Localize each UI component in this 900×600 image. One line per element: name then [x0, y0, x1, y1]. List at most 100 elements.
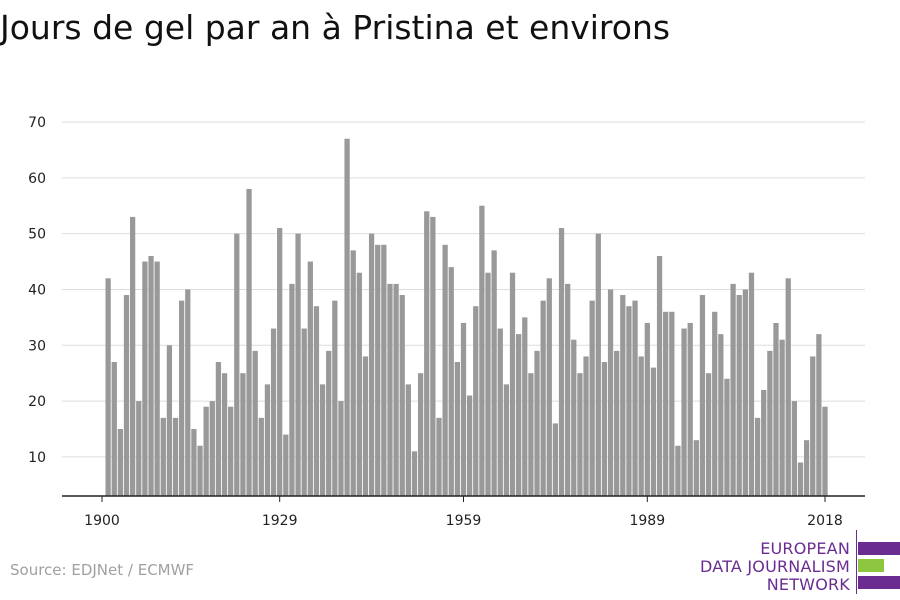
- bar: [705, 373, 712, 496]
- x-tick-label: 1929: [262, 513, 298, 529]
- bar: [460, 322, 467, 496]
- bar: [454, 362, 461, 496]
- bar: [516, 334, 522, 496]
- bar: [761, 389, 767, 496]
- bar: [172, 417, 179, 496]
- bar: [712, 311, 718, 496]
- bar: [693, 440, 699, 496]
- logo-bar-green: [858, 559, 884, 572]
- bar: [252, 350, 258, 496]
- logo-bar-purple-top: [858, 542, 900, 555]
- bar: [424, 211, 430, 496]
- bar: [436, 417, 442, 496]
- bar: [595, 233, 601, 496]
- source-note: Source: EDJNet / ECMWF: [10, 561, 195, 579]
- bar: [405, 384, 411, 496]
- bar: [509, 272, 516, 496]
- bar: [669, 311, 675, 496]
- bar: [448, 267, 454, 496]
- bar: [179, 300, 185, 496]
- logo-text-line2: DATA JOURNALISM: [700, 557, 850, 576]
- bar: [822, 406, 828, 496]
- bar: [522, 317, 528, 496]
- bar: [417, 373, 424, 496]
- bar: [810, 356, 816, 496]
- bar: [736, 295, 742, 496]
- logo-text-line3: NETWORK: [766, 575, 850, 594]
- bar: [399, 295, 405, 496]
- bar: [234, 233, 240, 496]
- bar: [203, 406, 209, 496]
- bar: [350, 250, 356, 496]
- bar: [313, 306, 320, 496]
- bar: [601, 362, 608, 496]
- bar: [160, 417, 166, 496]
- bar: [663, 311, 669, 496]
- x-tick-label: 2018: [807, 513, 843, 529]
- bar: [816, 334, 822, 496]
- bars: [105, 138, 828, 497]
- bar: [656, 255, 663, 496]
- bar: [681, 328, 687, 496]
- bar: [552, 423, 559, 496]
- bar: [614, 350, 620, 496]
- bar: [301, 328, 307, 496]
- bar: [577, 373, 583, 496]
- y-axis: 10 20 30 40 50 60 70: [28, 115, 46, 466]
- x-tick-label: 1959: [446, 513, 482, 529]
- bar: [430, 216, 436, 496]
- bar: [767, 350, 773, 496]
- y-tick-label: 10: [28, 450, 46, 466]
- bar: [571, 339, 577, 496]
- bar: [650, 367, 657, 496]
- bar: [503, 384, 510, 496]
- bar: [534, 350, 540, 496]
- bar: [185, 289, 191, 496]
- bar: [583, 356, 589, 496]
- logo-separator: [856, 530, 857, 594]
- bar: [497, 328, 503, 496]
- y-tick-label: 20: [28, 394, 46, 410]
- bar: [332, 300, 338, 496]
- bar: [699, 295, 706, 496]
- bar: [197, 445, 203, 496]
- bar: [362, 356, 369, 496]
- bar: [620, 295, 626, 496]
- bar: [240, 373, 246, 496]
- y-tick-label: 70: [28, 115, 46, 131]
- bar: [142, 261, 148, 496]
- bar: [565, 283, 571, 496]
- x-tick-label: 1900: [84, 513, 120, 529]
- bar: [228, 406, 234, 496]
- bar: [326, 350, 332, 496]
- bar: [191, 429, 197, 496]
- bar: [607, 289, 614, 496]
- bar: [479, 205, 485, 497]
- bar: [344, 138, 350, 496]
- bar: [270, 328, 277, 496]
- bar: [687, 322, 693, 496]
- bar: [718, 334, 724, 496]
- bar: [264, 384, 271, 496]
- bar: [289, 283, 295, 496]
- bar: [491, 250, 497, 496]
- bar: [411, 451, 418, 496]
- bar: [154, 261, 160, 496]
- bar: [111, 362, 117, 496]
- bar: [221, 373, 228, 496]
- bar: [466, 395, 473, 496]
- bar: [589, 300, 595, 496]
- bar: [779, 339, 785, 496]
- bar: [123, 295, 130, 496]
- x-tick-label: 1989: [629, 513, 665, 529]
- bar: [356, 272, 362, 496]
- bar: [546, 278, 552, 496]
- bar: [130, 216, 136, 496]
- bar: [773, 322, 779, 496]
- bar: [258, 417, 264, 496]
- bar: [730, 283, 736, 496]
- bar: [632, 300, 638, 496]
- bar: [528, 373, 534, 496]
- bar: [748, 272, 755, 496]
